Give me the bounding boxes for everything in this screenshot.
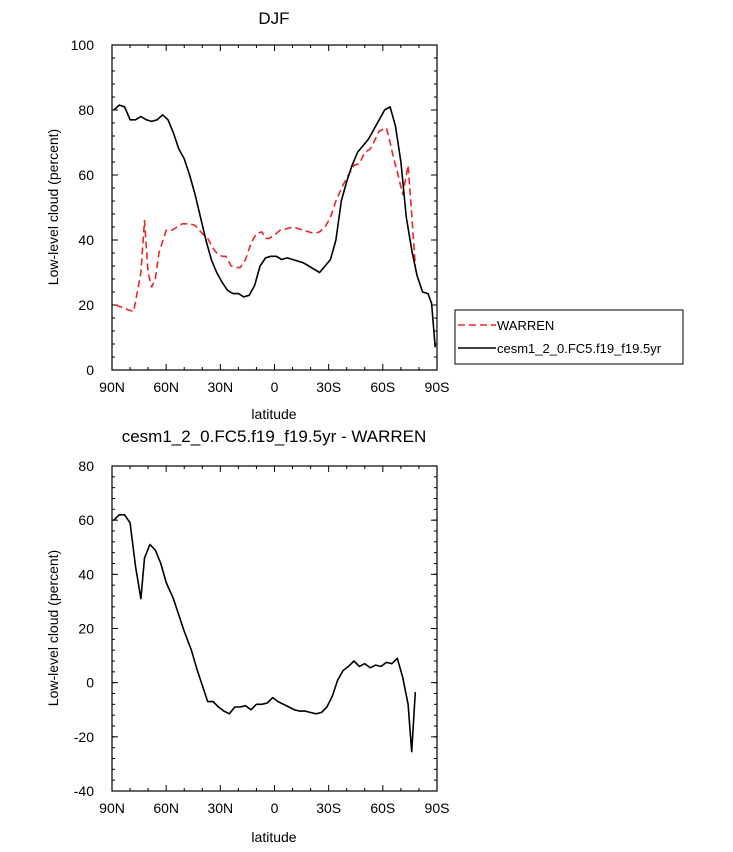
- bottom-chart-series-line-0: [113, 513, 417, 753]
- bottom-chart-x-tick-label: 90N: [99, 800, 125, 816]
- top-chart-x-tick-label: 60S: [370, 379, 395, 395]
- bottom-chart-plot-frame: [111, 465, 438, 792]
- top-chart-y-tick-label: 40: [78, 232, 94, 248]
- top-chart-x-tick-label: 0: [271, 379, 279, 395]
- bottom-chart-y-tick-label: 40: [78, 566, 94, 582]
- legend: WARREN cesm1_2_0.FC5.f19_f19.5yr: [454, 309, 684, 365]
- bottom-chart-x-tick-label: 30N: [207, 800, 233, 816]
- top-chart-x-axis-title: latitude: [251, 406, 296, 422]
- top-chart-panel: DJF Low-level cloud (percent) latitude 9…: [45, 9, 449, 422]
- top-chart-y-axis-title: Low-level cloud (percent): [45, 129, 61, 285]
- bottom-chart-title: cesm1_2_0.FC5.f19_f19.5yr - WARREN: [122, 427, 427, 446]
- top-chart-x-tick-label: 60N: [153, 379, 179, 395]
- legend-label-warren: WARREN: [497, 318, 554, 333]
- top-chart-x-tick-label: 30S: [316, 379, 341, 395]
- legend-label-cesm: cesm1_2_0.FC5.f19_f19.5yr: [497, 341, 662, 356]
- top-chart-title: DJF: [258, 9, 289, 28]
- top-chart-y-tick-label: 60: [78, 167, 94, 183]
- top-chart-y-tick-label: 80: [78, 102, 94, 118]
- bottom-chart-x-tick-label: 60N: [153, 800, 179, 816]
- bottom-chart-x-tick-label: 90S: [425, 800, 450, 816]
- top-chart-plot-frame: [111, 44, 438, 371]
- bottom-chart-x-axis-title: latitude: [251, 829, 296, 845]
- bottom-chart-y-axis-title: Low-level cloud (percent): [45, 550, 61, 706]
- bottom-chart-x-tick-label: 0: [271, 800, 279, 816]
- bottom-chart-y-tick-label: -40: [74, 783, 94, 799]
- bottom-chart-y-tick-label: 80: [78, 458, 94, 474]
- top-chart-y-tick-label: 100: [71, 37, 95, 53]
- top-chart-x-tick-label: 90N: [99, 379, 125, 395]
- top-chart-x-tick-label: 30N: [207, 379, 233, 395]
- bottom-chart-x-tick-label: 30S: [316, 800, 341, 816]
- top-chart-y-tick-label: 20: [78, 297, 94, 313]
- top-chart-y-tick-label: 0: [86, 362, 94, 378]
- top-chart-series-line-warren: [115, 127, 417, 313]
- bottom-chart-y-tick-label: -20: [74, 729, 94, 745]
- bottom-chart-y-tick-label: 20: [78, 621, 94, 637]
- legend-box: [454, 309, 684, 365]
- bottom-chart-y-tick-label: 60: [78, 512, 94, 528]
- top-chart-series-line-cesm1-2-0-fc5-f19-f19-5yr: [113, 104, 436, 348]
- bottom-chart-panel: cesm1_2_0.FC5.f19_f19.5yr - WARREN Low-l…: [45, 427, 449, 845]
- top-chart-series-layer: [113, 104, 436, 348]
- top-chart-ticks: 90N 60N 30N 0 30S 60S 90S 0 20 40 60 80 100: [71, 37, 450, 395]
- bottom-chart-ticks: 90N 60N 30N 0 30S 60S 90S -40 -20 0 20 40 60 80: [74, 458, 450, 816]
- bottom-chart-series-layer: [113, 513, 417, 753]
- bottom-chart-y-tick-label: 0: [86, 675, 94, 691]
- bottom-chart-x-tick-label: 60S: [370, 800, 395, 816]
- top-chart-x-tick-label: 90S: [425, 379, 450, 395]
